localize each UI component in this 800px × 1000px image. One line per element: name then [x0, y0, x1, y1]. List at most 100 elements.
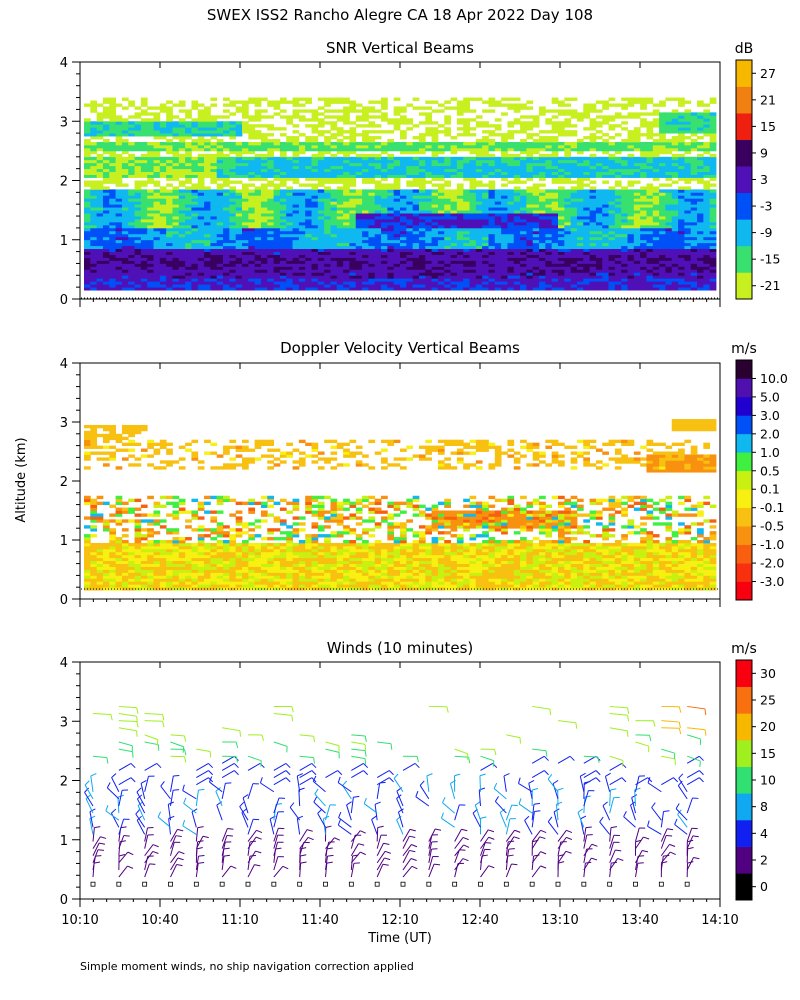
- snr-cell: [412, 192, 420, 196]
- snr-cell: [381, 183, 388, 187]
- snr-cell: [336, 284, 344, 288]
- snr-cell: [595, 124, 603, 128]
- snr-cell: [279, 254, 287, 258]
- snr-cell: [450, 213, 458, 217]
- snr-cell: [444, 266, 451, 270]
- snr-cell: [109, 153, 116, 158]
- snr-cell: [595, 192, 603, 196]
- snr-cell: [551, 147, 559, 152]
- snr-cell: [488, 224, 496, 229]
- snr-cell: [260, 254, 268, 258]
- snr-cell: [456, 168, 464, 173]
- snr-cell: [191, 272, 199, 276]
- snr-cell: [444, 233, 451, 238]
- snr-cell: [381, 224, 388, 229]
- snr-cell: [640, 278, 647, 282]
- snr-cell: [254, 248, 262, 252]
- snr-cell: [393, 224, 401, 229]
- snr-cell: [539, 192, 546, 196]
- snr-cell: [444, 180, 451, 184]
- snr-cell: [526, 156, 534, 161]
- snr-cell: [570, 115, 578, 119]
- snr-cell: [343, 97, 350, 101]
- snr-cell: [292, 221, 300, 226]
- snr-cell: [463, 213, 470, 217]
- snr-cell: [336, 251, 344, 255]
- snr-cell: [292, 171, 300, 175]
- snr-cell: [305, 198, 312, 202]
- snr-cell: [159, 192, 167, 196]
- snr-cell: [583, 174, 590, 178]
- snr-cell: [640, 260, 647, 264]
- snr-cell: [305, 245, 312, 250]
- snr-cell: [242, 147, 249, 152]
- snr-cell: [178, 147, 186, 152]
- snr-cell: [362, 171, 369, 175]
- snr-cell: [532, 165, 540, 170]
- snr-cell: [343, 216, 350, 220]
- snr-cell: [589, 159, 597, 164]
- snr-cell: [242, 159, 249, 164]
- snr-cell: [602, 263, 609, 267]
- snr-cell: [349, 204, 357, 208]
- snr-cell: [526, 281, 534, 285]
- snr-cell: [102, 177, 110, 181]
- snr-cell: [166, 216, 173, 220]
- snr-cell: [210, 141, 218, 146]
- snr-cell: [102, 159, 110, 164]
- snr-cell: [210, 115, 218, 119]
- snr-cell: [608, 189, 616, 193]
- snr-cell: [400, 159, 407, 164]
- snr-cell: [393, 245, 401, 250]
- snr-cell: [235, 248, 243, 252]
- snr-cell: [602, 174, 609, 178]
- snr-cell: [317, 168, 325, 173]
- snr-cell: [482, 272, 489, 276]
- snr-cell: [437, 171, 445, 175]
- snr-cell: [463, 144, 470, 149]
- snr-cell: [551, 210, 559, 214]
- snr-cell: [494, 127, 502, 131]
- snr-cell: [84, 165, 91, 170]
- snr-cell: [526, 121, 534, 125]
- snr-cell: [254, 171, 262, 175]
- snr-cell: [545, 141, 553, 146]
- snr-cell: [425, 278, 432, 282]
- snr-cell: [134, 213, 142, 217]
- snr-cell: [532, 216, 540, 220]
- snr-cell: [418, 168, 426, 173]
- snr-cell: [242, 174, 249, 178]
- snr-cell: [507, 272, 515, 276]
- snr-cell: [343, 115, 350, 119]
- snr-cell: [254, 189, 262, 193]
- snr-cell: [96, 127, 104, 131]
- snr-cell: [349, 189, 357, 193]
- snr-cell: [621, 103, 628, 107]
- snr-cell: [589, 221, 597, 226]
- snr-cell: [437, 284, 445, 288]
- snr-cell: [185, 150, 192, 155]
- snr-cell: [564, 177, 572, 181]
- snr-cell: [633, 130, 641, 134]
- snr-cell: [412, 150, 420, 155]
- snr-cell: [242, 150, 249, 155]
- snr-cell: [216, 144, 224, 149]
- snr-cell: [96, 269, 104, 273]
- snr-cell: [412, 97, 420, 101]
- snr-cell: [286, 263, 293, 267]
- snr-cell: [355, 269, 363, 273]
- snr-cell: [90, 230, 98, 235]
- snr-cell: [437, 224, 445, 229]
- snr-cell: [355, 210, 363, 214]
- snr-cell: [431, 139, 439, 143]
- snr-cell: [355, 219, 363, 223]
- snr-cell: [153, 162, 161, 167]
- snr-cell: [140, 251, 148, 255]
- snr-cell: [393, 159, 401, 164]
- snr-cell: [501, 224, 508, 229]
- snr-cell: [526, 201, 534, 205]
- snr-cell: [223, 183, 230, 187]
- snr-cell: [172, 219, 180, 223]
- snr-cell: [539, 139, 546, 143]
- snr-cell: [336, 171, 344, 175]
